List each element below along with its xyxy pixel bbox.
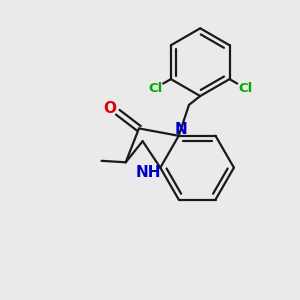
Text: NH: NH xyxy=(135,166,161,181)
Text: Cl: Cl xyxy=(148,82,162,95)
Text: N: N xyxy=(174,122,187,137)
Text: O: O xyxy=(103,101,116,116)
Text: Cl: Cl xyxy=(238,82,253,95)
